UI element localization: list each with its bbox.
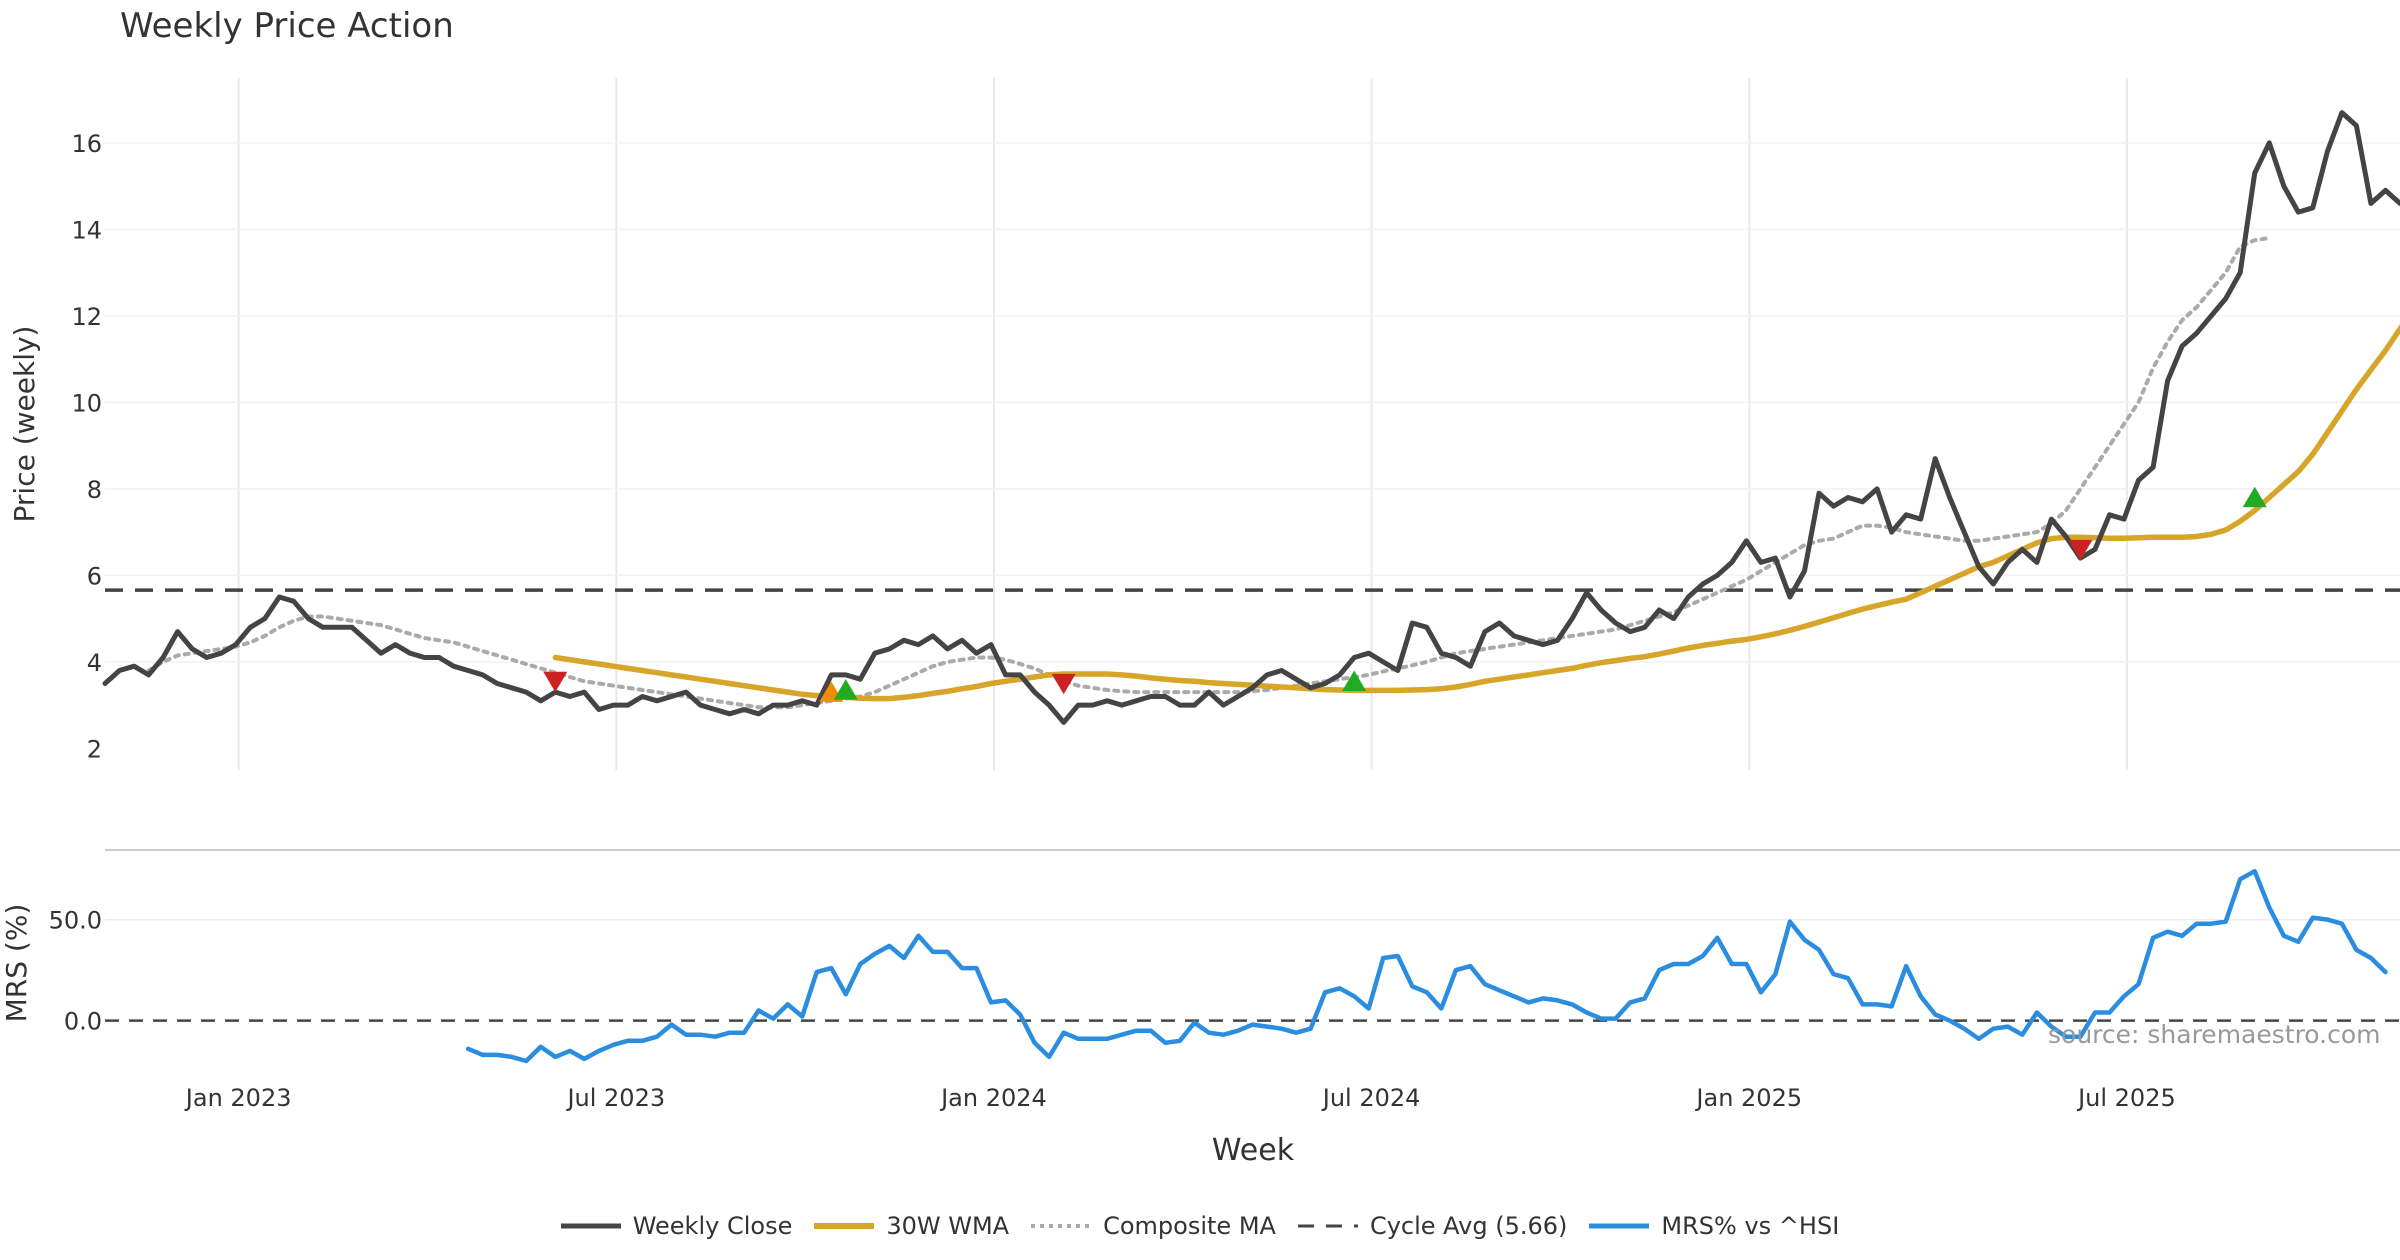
x-tick-label: Jan 2024 [939, 1084, 1047, 1112]
x-tick-label: Jan 2023 [184, 1084, 292, 1112]
y-tick-label: 14 [71, 216, 102, 244]
legend-label: MRS% vs ^HSI [1661, 1212, 1840, 1240]
sell-signal-marker [2068, 539, 2093, 561]
legend-label: Weekly Close [632, 1212, 793, 1240]
legend-swatch-30w-wma [814, 1223, 875, 1229]
chart-legend: Weekly Close 30W WMA Composite MA Cycle … [0, 1212, 2400, 1240]
x-tick-label: Jul 2025 [2076, 1084, 2176, 1112]
buy-signal-marker [2242, 486, 2267, 508]
y-tick-label: 12 [71, 303, 102, 331]
mrs-series [465, 868, 2388, 1064]
sell-signal-marker [543, 671, 568, 693]
buy-signal-marker [1342, 670, 1367, 691]
x-tick-label: Jul 2024 [1321, 1084, 1421, 1112]
y-tick-label: 4 [87, 649, 102, 677]
legend-label: 30W WMA [886, 1212, 1010, 1240]
legend-swatch-cycle-avg [1297, 1224, 1358, 1228]
weekly-close-series [102, 110, 2400, 725]
x-axis-label: Week [1212, 1133, 1295, 1168]
legend-item-mrs: MRS% vs ^HSI [1589, 1212, 1839, 1240]
composite-ma-series [146, 236, 2272, 710]
y-tick-label: 8 [87, 476, 102, 504]
chart-title: Weekly Price Action [120, 6, 454, 46]
y-tick-label: 6 [87, 562, 102, 590]
legend-item-weekly-close: Weekly Close [560, 1212, 793, 1240]
y-tick-label: 16 [71, 130, 102, 158]
y-tick-label: 2 [87, 735, 102, 763]
legend-label: Cycle Avg (5.66) [1369, 1212, 1568, 1240]
legend-swatch-composite-ma [1031, 1224, 1092, 1228]
legend-item-30w-wma: 30W WMA [814, 1212, 1009, 1240]
source-watermark: source: sharemaestro.com [2048, 1020, 2381, 1049]
legend-item-cycle-avg: Cycle Avg (5.66) [1297, 1212, 1568, 1240]
x-tick-label: Jul 2023 [565, 1084, 665, 1112]
mrs-tick-label: 50.0 [49, 907, 102, 935]
legend-item-composite-ma: Composite MA [1031, 1212, 1276, 1240]
y-axis-label: Price (weekly) [8, 326, 41, 523]
sell-signal-marker [1051, 673, 1076, 695]
legend-swatch-weekly-close [560, 1223, 621, 1229]
wma30-series [552, 324, 2400, 702]
buy-signal-marker [833, 679, 858, 700]
legend-label: Composite MA [1103, 1212, 1276, 1240]
mrs-axis-label: MRS (%) [0, 904, 33, 1023]
legend-swatch-mrs [1589, 1223, 1650, 1229]
price-chart: Jan 2023 Jul 2023 Jan 2024 Jul 2024 Jan 2025… [0, 78, 2400, 1168]
mrs-tick-label: 0.0 [64, 1008, 102, 1036]
x-tick-label: Jan 2025 [1694, 1084, 1802, 1112]
y-tick-label: 10 [71, 389, 102, 417]
